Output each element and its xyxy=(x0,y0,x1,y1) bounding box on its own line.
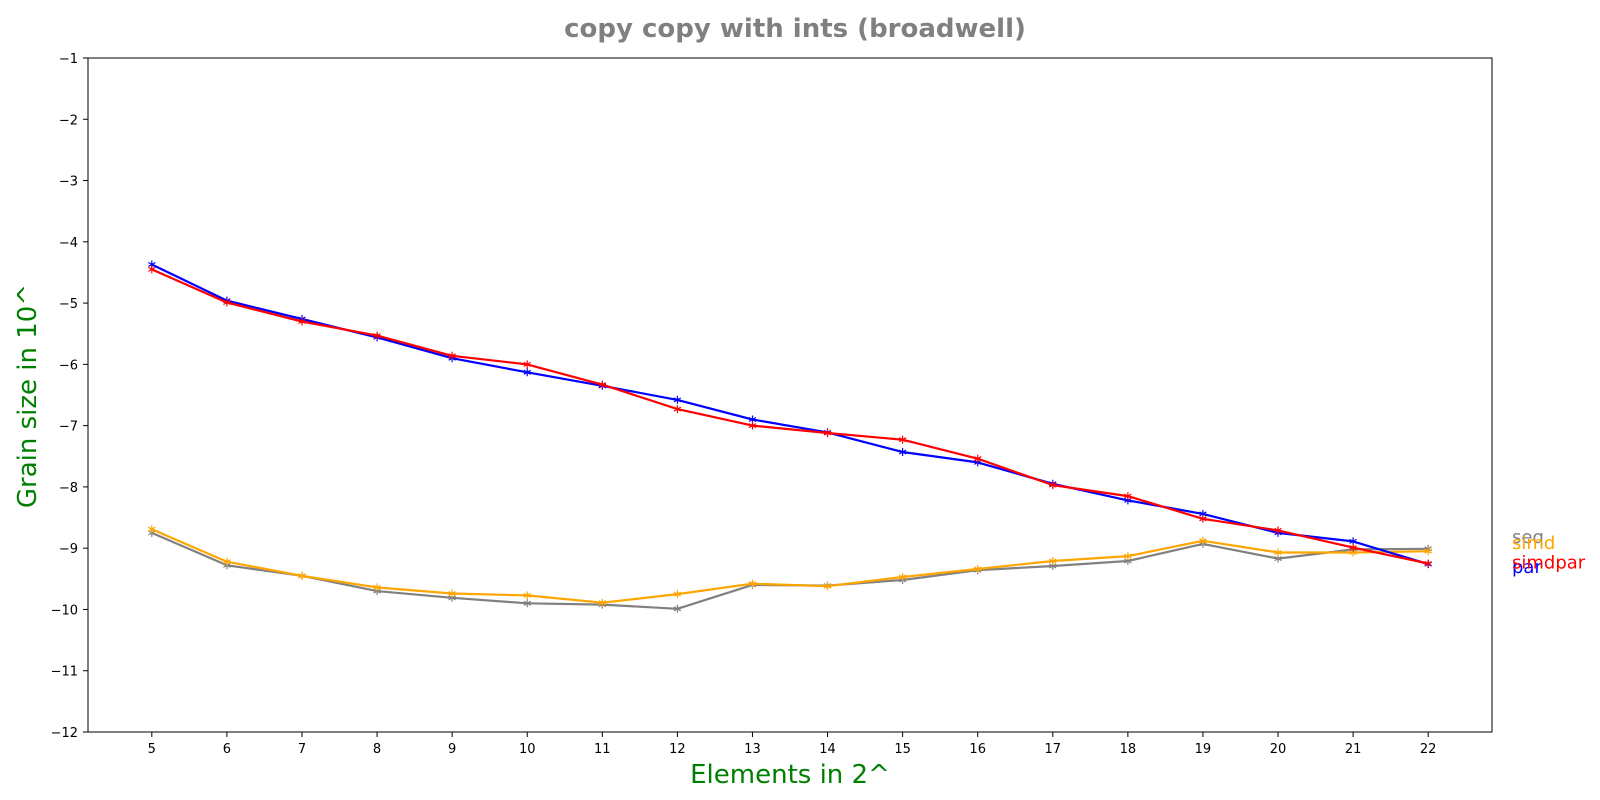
data-point-simd xyxy=(373,583,381,592)
x-tick-label: 13 xyxy=(744,742,761,757)
data-point-simdpar xyxy=(1349,543,1357,552)
x-tick-label: 20 xyxy=(1270,742,1287,757)
data-point-simd xyxy=(1048,557,1057,565)
chart-title: copy copy with ints (broadwell) xyxy=(564,14,1026,44)
series-line-simdpar xyxy=(151,268,1429,565)
y-axis-ticks: −1 −2 −3 −4 −5 −6 −7 −8 −9 −10 −11 −12 xyxy=(51,52,88,741)
x-tick-label: 11 xyxy=(594,742,611,757)
x-tick-label: 22 xyxy=(1420,742,1437,757)
data-point-simd xyxy=(673,590,682,599)
x-tick-label: 14 xyxy=(819,742,836,757)
y-tick-label: −1 xyxy=(59,52,78,67)
x-tick-label: 19 xyxy=(1195,742,1212,757)
data-point-simdpar xyxy=(898,435,907,444)
series-line-simd xyxy=(151,528,1429,604)
plot-area-frame xyxy=(87,57,1493,733)
data-point-simd xyxy=(448,589,456,598)
data-point-simdpar xyxy=(1199,514,1207,523)
data-point-simd xyxy=(1274,548,1282,557)
data-point-par xyxy=(523,368,532,377)
y-axis-label: Grain size in 10^ xyxy=(13,284,43,508)
x-tick-label: 15 xyxy=(894,742,911,757)
y-tick-label: −11 xyxy=(51,665,78,680)
y-tick-label: −12 xyxy=(51,726,78,741)
series-label-par: par xyxy=(1512,557,1542,578)
y-tick-label: −10 xyxy=(51,603,78,618)
data-point-simdpar xyxy=(598,380,607,389)
x-axis-label: Elements in 2^ xyxy=(690,760,890,790)
series-line-par xyxy=(151,263,1429,566)
x-tick-label: 5 xyxy=(148,742,156,757)
data-point-simd xyxy=(523,591,532,600)
x-tick-label: 17 xyxy=(1045,742,1062,757)
data-point-par xyxy=(673,395,682,404)
data-point-simdpar xyxy=(448,351,456,360)
y-tick-label: −5 xyxy=(59,297,78,312)
series-layer xyxy=(148,260,1432,613)
y-tick-label: −7 xyxy=(59,420,78,435)
series-line-seq xyxy=(151,531,1429,610)
x-tick-label: 8 xyxy=(373,742,381,757)
data-point-simdpar xyxy=(823,429,832,437)
x-tick-label: 6 xyxy=(223,742,231,757)
x-tick-label: 18 xyxy=(1120,742,1137,757)
data-point-simd xyxy=(973,565,982,573)
x-tick-label: 12 xyxy=(669,742,686,757)
x-tick-label: 9 xyxy=(448,742,456,757)
data-point-simdpar xyxy=(1424,559,1432,568)
series-label-simd: simd xyxy=(1512,533,1555,554)
x-tick-label: 7 xyxy=(298,742,306,757)
data-point-simd xyxy=(223,557,231,566)
data-point-simdpar xyxy=(523,360,532,369)
data-point-simdpar xyxy=(148,265,156,274)
data-point-simdpar xyxy=(1124,492,1132,501)
x-tick-label: 10 xyxy=(519,742,536,757)
y-tick-label: −3 xyxy=(59,175,78,190)
series-label-seq: seq xyxy=(1512,527,1544,548)
data-point-simd xyxy=(298,571,306,580)
y-tick-label: −8 xyxy=(59,481,78,496)
data-point-seq xyxy=(673,604,682,613)
data-point-simdpar xyxy=(973,454,982,463)
data-point-simdpar xyxy=(1274,526,1282,535)
data-point-simdpar xyxy=(298,317,306,326)
x-tick-label: 21 xyxy=(1345,742,1362,757)
data-point-par xyxy=(898,448,907,456)
data-point-simdpar xyxy=(223,298,231,307)
y-tick-label: −9 xyxy=(59,542,78,557)
data-point-simd xyxy=(1199,536,1207,545)
data-point-simdpar xyxy=(373,331,381,340)
data-point-simd xyxy=(148,525,156,534)
data-point-simd xyxy=(1424,547,1432,556)
x-axis-ticks: 5 6 7 8 9 10 11 12 13 14 15 16 17 18 19 20 21 22 xyxy=(148,732,1437,757)
data-point-simd xyxy=(898,573,907,581)
y-tick-label: −6 xyxy=(59,358,78,373)
y-tick-label: −4 xyxy=(59,236,78,251)
series-label-simdpar: simdpar xyxy=(1512,553,1586,574)
data-point-seq xyxy=(523,599,532,608)
data-point-simdpar xyxy=(673,405,682,414)
data-point-simd xyxy=(1124,552,1132,561)
data-point-simd xyxy=(598,598,607,607)
x-tick-label: 16 xyxy=(969,742,986,757)
data-point-simd xyxy=(748,579,757,588)
data-point-simd xyxy=(823,582,832,591)
y-tick-label: −2 xyxy=(59,113,78,128)
data-point-simdpar xyxy=(748,421,757,430)
data-point-simdpar xyxy=(1048,481,1057,490)
